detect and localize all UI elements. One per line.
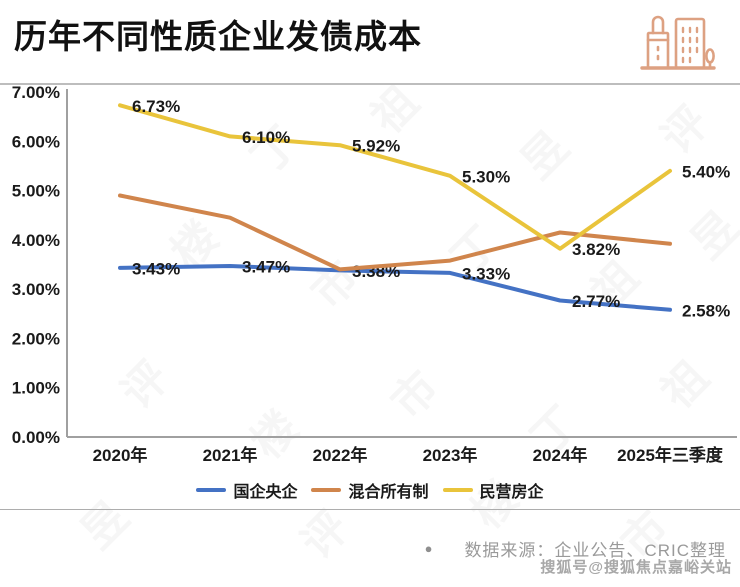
data-label: 2.58%	[682, 301, 730, 320]
source-text: 数据来源：企业公告、CRIC整理	[464, 541, 726, 560]
legend-item: 民营房企	[442, 478, 544, 502]
y-tick-label: 6.00%	[12, 132, 60, 151]
x-category-label: 2022年	[313, 445, 368, 465]
y-tick-label: 2.00%	[12, 329, 60, 348]
data-label: 3.43%	[132, 259, 180, 278]
data-label: 6.10%	[242, 128, 290, 147]
data-label: 2.77%	[572, 292, 620, 311]
legend-dash-icon	[196, 488, 227, 492]
y-tick-label: 0.00%	[12, 428, 60, 447]
x-category-label: 2025年三季度	[617, 445, 724, 465]
y-tick-label: 7.00%	[12, 83, 60, 102]
legend-dash-icon	[311, 488, 342, 492]
source-row: ● 数据来源：企业公告、CRIC整理	[425, 536, 726, 561]
legend-item: 混合所有制	[311, 478, 429, 502]
y-tick-label: 4.00%	[12, 231, 60, 250]
buildings-icon	[640, 15, 716, 70]
data-label: 5.30%	[462, 167, 510, 186]
line-chart: 0.00% 1.00% 2.00% 3.00% 4.00% 5.00% 6.00% 7.00%…	[12, 83, 737, 465]
page-title: 历年不同性质企业发债成本	[14, 18, 422, 55]
series-line	[118, 264, 672, 312]
header-divider	[0, 83, 740, 85]
series-line	[118, 103, 672, 251]
x-category-label: 2021年	[203, 445, 258, 465]
x-category-label: 2024年	[533, 445, 588, 465]
sohu-watermark: 搜狐号@搜狐焦点嘉峪关站	[540, 559, 732, 576]
data-label: 5.40%	[682, 162, 730, 181]
chart-legend: 国企央企 混合所有制 民营房企	[0, 478, 740, 502]
data-label: 3.47%	[242, 257, 290, 276]
y-tick-label: 5.00%	[12, 182, 60, 201]
data-label: 3.33%	[462, 264, 510, 283]
legend-item: 国企央企	[196, 478, 297, 502]
legend-label: 民营房企	[479, 484, 544, 501]
y-tick-label: 3.00%	[12, 280, 60, 299]
data-label: 5.92%	[352, 137, 400, 156]
data-label: 3.82%	[572, 240, 620, 259]
legend-label: 国企央企	[233, 484, 298, 501]
legend-dash-icon	[442, 488, 473, 492]
x-category-label: 2023年	[423, 445, 478, 465]
source-bullet-icon: ●	[424, 541, 433, 556]
footer-divider	[0, 509, 740, 510]
y-tick-label: 1.00%	[12, 379, 60, 398]
x-category-label: 2020年	[93, 445, 148, 465]
legend-label: 混合所有制	[348, 484, 429, 501]
data-label: 6.73%	[132, 97, 180, 116]
